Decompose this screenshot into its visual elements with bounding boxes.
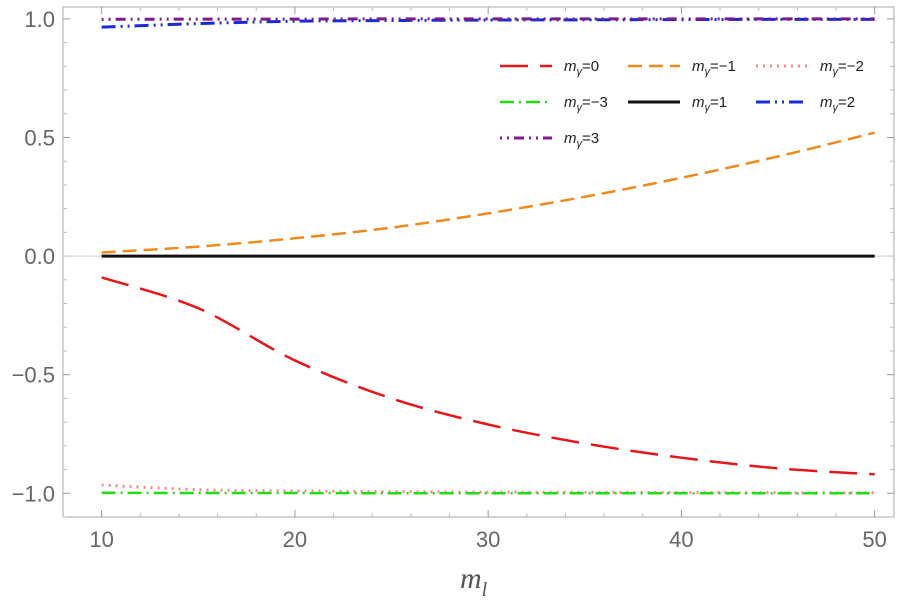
y-tick-label: −1.0 [12,481,55,506]
legend-label: mγ=0 [564,58,599,78]
y-axis-ticks: −1.0 −0.5 0.0 0.5 1.0 [12,7,894,518]
legend-label: mγ=−2 [820,58,864,78]
series-line-2 [101,483,875,495]
plot-frame [62,6,895,518]
series-line-1 [101,131,875,254]
series-line-5 [101,17,875,29]
y-tick-label: 0.0 [24,244,55,269]
x-axis-title: ml [460,562,488,601]
y-tick-label: 1.0 [24,7,55,32]
x-tick-label: 10 [89,527,113,552]
x-tick-label: 50 [862,527,886,552]
x-tick-label: 40 [669,527,693,552]
legend: mγ=0 mγ=−1 mγ=−2 mγ=−3 mγ=1 mγ=2 mγ=3 [500,58,864,150]
y-tick-label: 0.5 [24,125,55,150]
series-group [101,17,875,495]
x-tick-label: 20 [283,527,307,552]
legend-label: mγ=2 [820,94,855,114]
x-tick-label: 30 [476,527,500,552]
legend-label: mγ=−3 [564,94,608,114]
series-line-0 [101,276,875,476]
x-axis-ticks: 10 20 30 40 50 [89,7,887,552]
y-tick-label: −0.5 [12,363,55,388]
legend-label: mγ=3 [564,130,599,150]
legend-label: mγ=1 [692,94,727,114]
legend-label: mγ=−1 [692,58,736,78]
